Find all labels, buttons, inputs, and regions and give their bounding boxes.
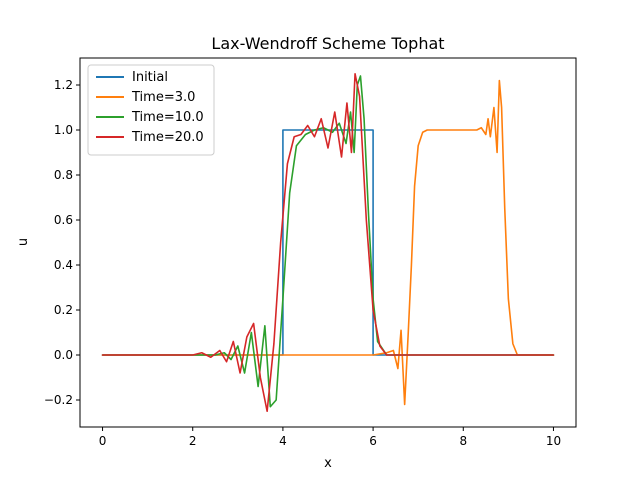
series-line-2 (101, 75, 555, 408)
series-line-1 (101, 79, 555, 406)
y-tick-label: 0.2 (54, 303, 73, 317)
y-tick-label: 0.8 (54, 168, 73, 182)
x-tick-label: 8 (459, 434, 467, 448)
x-tick-label: 4 (279, 434, 287, 448)
axis-ticks: 0 2 4 6 8 10 −0.2 0.0 0.2 0.4 0.6 0.8 1.0 1.2 (44, 78, 561, 448)
legend-label: Time=10.0 (131, 110, 204, 125)
y-axis-label: u (16, 238, 31, 246)
legend-box (87, 64, 215, 156)
y-tick-label: 0.6 (54, 213, 73, 227)
x-tick-label: 2 (189, 434, 197, 448)
chart-title: Lax-Wendroff Scheme Tophat (211, 34, 444, 53)
x-tick-label: 10 (546, 434, 561, 448)
x-axis-label: x (324, 456, 332, 471)
y-tick-label: 0.0 (54, 348, 73, 362)
x-tick-label: 6 (369, 434, 377, 448)
y-tick-label: −0.2 (44, 393, 73, 407)
y-tick-label: 1.0 (54, 123, 73, 137)
legend-label: Initial (132, 70, 168, 85)
axes-frame (79, 57, 577, 428)
plot-area (101, 72, 555, 413)
legend: Initial Time=3.0 Time=10.0 Time=20.0 (87, 64, 215, 156)
y-tick-label: 0.4 (54, 258, 73, 272)
legend-label: Time=20.0 (131, 130, 204, 145)
legend-label: Time=3.0 (131, 90, 195, 105)
x-tick-label: 0 (99, 434, 107, 448)
y-tick-label: 1.2 (54, 78, 73, 92)
series-line-3 (101, 72, 555, 413)
